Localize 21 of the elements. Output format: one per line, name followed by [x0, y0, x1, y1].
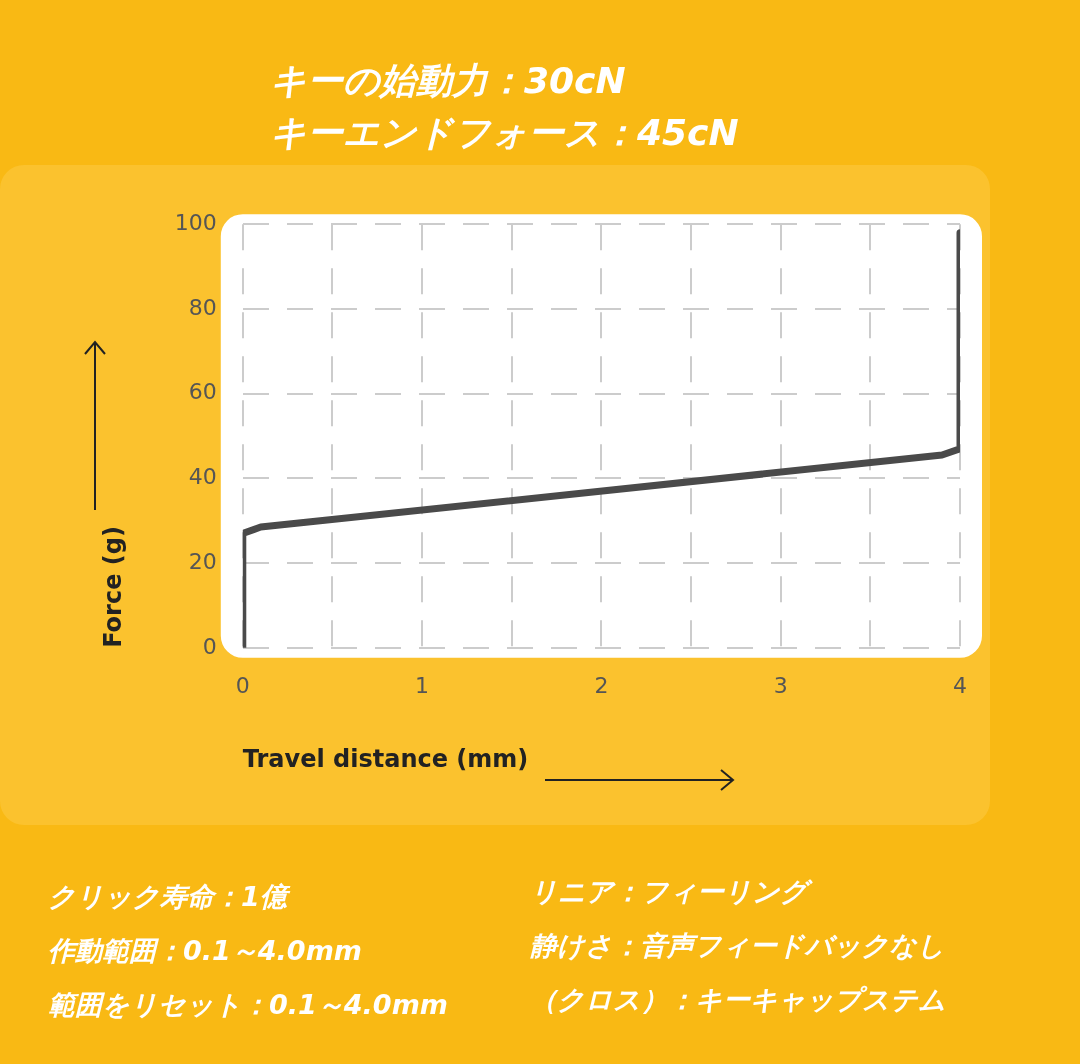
- y-axis-title: Force (g): [98, 526, 127, 648]
- x-tick-label: 4: [953, 672, 967, 698]
- text: クリック寿命：1億: [48, 880, 292, 914]
- y-tick-label: 40: [188, 464, 217, 490]
- x-tick-label: 0: [235, 672, 250, 698]
- text: 作動範囲：0.1～4.0mm: [48, 934, 363, 968]
- chart-title: キーの始動力：30cN: [270, 59, 627, 103]
- text: （クロス）：キーキャップステム: [530, 983, 946, 1017]
- chart-subtitle: キーエンドフォース：45cN: [270, 111, 739, 155]
- x-tick-label: 2: [594, 672, 609, 698]
- x-axis-title: Travel distance (mm): [242, 744, 529, 773]
- text: 範囲をリセット：0.1～4.0mm: [48, 988, 448, 1022]
- y-tick-label: 80: [188, 294, 217, 320]
- y-tick-label: 0: [202, 633, 217, 659]
- y-tick-label: 20: [188, 548, 217, 574]
- x-tick-label: 3: [773, 672, 788, 698]
- text: リニア：フィーリング: [530, 875, 814, 909]
- text: 静けさ：音声フィードバックなし: [530, 929, 946, 963]
- x-tick-label: 1: [415, 672, 430, 698]
- y-tick-label: 100: [174, 209, 217, 235]
- y-tick-label: 60: [188, 379, 217, 405]
